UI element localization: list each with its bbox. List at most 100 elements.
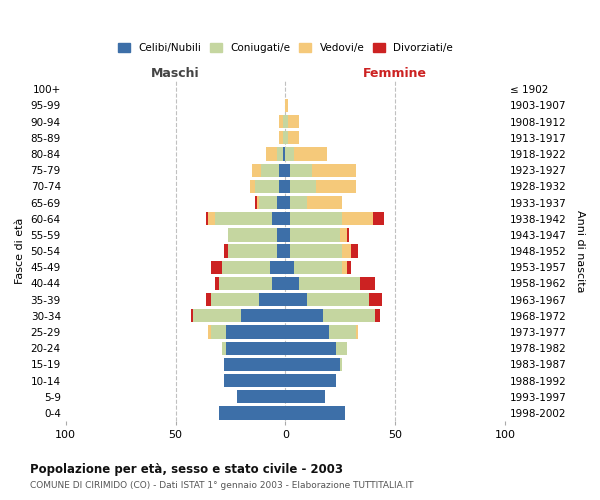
Bar [259, 293, 286, 306]
Bar [299, 277, 360, 290]
Bar [226, 342, 286, 355]
Bar [272, 277, 286, 290]
Bar [224, 358, 286, 371]
Bar [294, 260, 343, 274]
Bar [290, 228, 340, 241]
Bar [206, 212, 208, 226]
Bar [286, 293, 307, 306]
Bar [286, 309, 323, 322]
Bar [215, 212, 272, 226]
Bar [226, 326, 286, 338]
Bar [279, 115, 283, 128]
Bar [228, 244, 277, 258]
Bar [259, 196, 277, 209]
Bar [266, 148, 277, 160]
Bar [347, 260, 351, 274]
Bar [277, 228, 286, 241]
Bar [287, 131, 299, 144]
Bar [286, 406, 344, 419]
Bar [312, 164, 356, 177]
Bar [270, 260, 286, 274]
Bar [316, 180, 356, 193]
Bar [340, 358, 343, 371]
Text: Femmine: Femmine [363, 68, 427, 80]
Bar [253, 164, 261, 177]
Bar [329, 326, 356, 338]
Bar [287, 115, 299, 128]
Bar [211, 260, 221, 274]
Bar [286, 148, 294, 160]
Bar [286, 326, 329, 338]
Bar [373, 212, 384, 226]
Bar [224, 374, 286, 387]
Bar [351, 244, 358, 258]
Bar [254, 196, 257, 209]
Bar [290, 212, 343, 226]
Bar [356, 326, 358, 338]
Bar [283, 115, 286, 128]
Bar [286, 99, 287, 112]
Text: Maschi: Maschi [151, 68, 200, 80]
Bar [360, 277, 376, 290]
Bar [340, 228, 347, 241]
Bar [220, 277, 272, 290]
Bar [286, 164, 290, 177]
Bar [343, 212, 373, 226]
Bar [336, 342, 347, 355]
Bar [286, 244, 290, 258]
Bar [286, 131, 287, 144]
Bar [228, 228, 277, 241]
Bar [286, 260, 294, 274]
Bar [307, 196, 343, 209]
Bar [286, 212, 290, 226]
Bar [286, 196, 290, 209]
Bar [241, 309, 286, 322]
Bar [376, 309, 380, 322]
Y-axis label: Fasce di età: Fasce di età [15, 218, 25, 284]
Bar [279, 164, 286, 177]
Bar [369, 293, 382, 306]
Bar [286, 277, 299, 290]
Bar [277, 244, 286, 258]
Bar [221, 260, 270, 274]
Bar [286, 342, 336, 355]
Bar [206, 293, 211, 306]
Bar [323, 309, 376, 322]
Bar [290, 164, 312, 177]
Bar [286, 180, 290, 193]
Bar [208, 212, 215, 226]
Legend: Celibi/Nubili, Coniugati/e, Vedovi/e, Divorziati/e: Celibi/Nubili, Coniugati/e, Vedovi/e, Di… [113, 39, 457, 58]
Bar [191, 309, 193, 322]
Bar [254, 180, 279, 193]
Bar [224, 244, 228, 258]
Bar [193, 309, 241, 322]
Text: Popolazione per età, sesso e stato civile - 2003: Popolazione per età, sesso e stato civil… [30, 462, 343, 475]
Bar [220, 406, 286, 419]
Bar [215, 277, 220, 290]
Bar [343, 244, 351, 258]
Bar [211, 326, 226, 338]
Y-axis label: Anni di nascita: Anni di nascita [575, 210, 585, 292]
Bar [211, 293, 259, 306]
Bar [343, 260, 347, 274]
Bar [290, 196, 307, 209]
Bar [290, 244, 343, 258]
Text: COMUNE DI CIRIMIDO (CO) - Dati ISTAT 1° gennaio 2003 - Elaborazione TUTTITALIA.I: COMUNE DI CIRIMIDO (CO) - Dati ISTAT 1° … [30, 481, 413, 490]
Bar [290, 180, 316, 193]
Bar [279, 131, 283, 144]
Bar [286, 115, 287, 128]
Bar [272, 212, 286, 226]
Bar [237, 390, 286, 404]
Bar [347, 228, 349, 241]
Bar [283, 148, 286, 160]
Bar [277, 148, 283, 160]
Bar [286, 390, 325, 404]
Bar [257, 196, 259, 209]
Bar [307, 293, 369, 306]
Bar [250, 180, 254, 193]
Bar [208, 326, 211, 338]
Bar [277, 196, 286, 209]
Bar [294, 148, 327, 160]
Bar [221, 342, 226, 355]
Bar [279, 180, 286, 193]
